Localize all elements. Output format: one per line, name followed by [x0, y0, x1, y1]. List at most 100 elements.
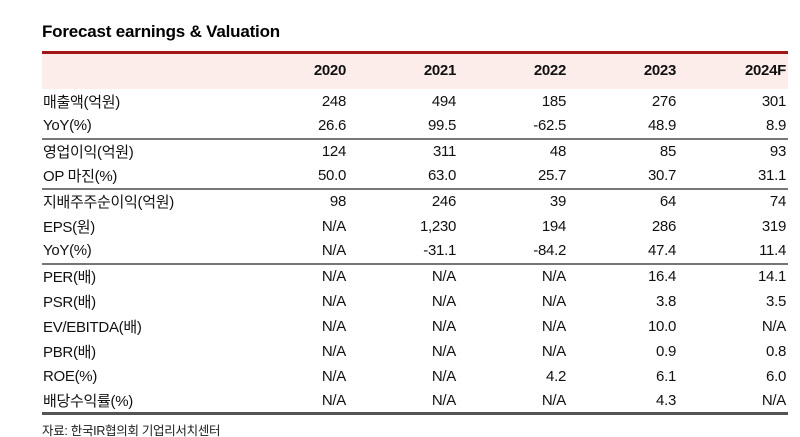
cell: 11.4	[678, 238, 788, 265]
cell: 14.1	[758, 268, 786, 285]
cell: N/A	[761, 317, 786, 335]
table-row: PER(배) N/A N/A N/A 16.4 14.1	[42, 264, 788, 289]
col-header-2020: 2020	[313, 61, 346, 79]
cell: 248	[321, 92, 346, 110]
cell: 31.1	[678, 163, 788, 190]
table-row: YoY(%) N/A -31.1 -84.2 47.4 11.4	[42, 238, 788, 265]
row-label: YoY(%)	[42, 238, 238, 265]
row-label: YoY(%)	[42, 113, 238, 140]
cell: 47.4	[568, 238, 678, 265]
cell: 8.9	[678, 113, 788, 140]
cell: N/A	[458, 388, 568, 415]
cell: 124	[321, 143, 346, 160]
source-note: 자료: 한국IR협의회 기업리서치센터	[42, 424, 221, 437]
cell: 64	[659, 193, 676, 210]
cell: 39	[549, 193, 566, 210]
row-label: 매출액(억원)	[43, 93, 120, 111]
cell: N/A	[321, 342, 346, 360]
cell: 276	[651, 92, 676, 110]
cell: N/A	[238, 238, 348, 265]
col-header-2021: 2021	[423, 61, 456, 79]
cell: N/A	[321, 217, 346, 235]
cell: N/A	[431, 317, 456, 335]
cell: 30.7	[568, 163, 678, 190]
cell: N/A	[541, 342, 566, 360]
cell: 185	[541, 92, 566, 110]
cell: N/A	[678, 388, 788, 415]
table-row: OP 마진(%) 50.0 63.0 25.7 30.7 31.1	[42, 163, 788, 190]
table-row: PBR(배) N/A N/A N/A 0.9 0.8	[42, 339, 788, 364]
cell: 50.0	[238, 163, 348, 190]
cell: 48	[549, 143, 566, 160]
cell: 319	[761, 217, 786, 235]
cell: 194	[541, 217, 566, 235]
cell: -62.5	[458, 113, 568, 140]
row-label: EV/EBITDA(배)	[43, 318, 142, 336]
cell: 286	[651, 217, 676, 235]
row-label: ROE(%)	[43, 367, 98, 385]
col-header-2023: 2023	[643, 61, 676, 79]
cell: N/A	[321, 367, 346, 385]
cell: N/A	[431, 342, 456, 360]
cell: -84.2	[458, 238, 568, 265]
cell: 4.2	[546, 367, 566, 385]
col-header-label	[42, 53, 238, 89]
cell: N/A	[431, 367, 456, 385]
table-row: YoY(%) 26.6 99.5 -62.5 48.9 8.9	[42, 113, 788, 140]
cell: 3.5	[766, 292, 786, 310]
table-row: 지배주주순이익(억원) 98 246 39 64 74	[42, 189, 788, 214]
row-label: PBR(배)	[43, 343, 96, 361]
cell: N/A	[238, 388, 348, 415]
cell: 1,230	[419, 217, 456, 235]
cell: N/A	[321, 317, 346, 335]
row-label: 영업이익(억원)	[43, 144, 134, 161]
cell: -31.1	[348, 238, 458, 265]
cell: 3.8	[656, 292, 676, 310]
cell: 0.9	[656, 342, 676, 360]
cell: 10.0	[648, 317, 676, 335]
cell: 246	[431, 193, 456, 210]
header-row: 2020 2021 2022 2023 2024F	[42, 52, 788, 89]
cell: 93	[769, 143, 786, 160]
cell: N/A	[541, 317, 566, 335]
cell: 0.8	[766, 342, 786, 360]
cell: 494	[431, 92, 456, 110]
table-row: 배당수익률(%) N/A N/A N/A 4.3 N/A	[42, 388, 788, 415]
cell: 6.1	[656, 367, 676, 385]
cell: 99.5	[348, 113, 458, 140]
row-label: PER(배)	[43, 269, 96, 286]
page-title: Forecast earnings & Valuation	[42, 22, 280, 41]
cell: N/A	[541, 268, 566, 285]
cell: 25.7	[458, 163, 568, 190]
col-header-2024f: 2024F	[744, 61, 786, 79]
cell: 63.0	[348, 163, 458, 190]
cell: N/A	[321, 268, 346, 285]
cell: N/A	[431, 268, 456, 285]
cell: 85	[659, 143, 676, 160]
cell: 311	[432, 143, 456, 160]
row-label: 배당수익률(%)	[42, 388, 238, 415]
cell: N/A	[431, 292, 456, 310]
table-row: 매출액(억원) 248 494 185 276 301	[42, 89, 788, 114]
cell: 98	[329, 193, 346, 210]
table-row: EPS(원) N/A 1,230 194 286 319	[42, 214, 788, 239]
col-header-2022: 2022	[533, 61, 566, 79]
forecast-valuation-table: 2020 2021 2022 2023 2024F 매출액(억원) 248 49…	[42, 51, 788, 415]
cell: N/A	[541, 292, 566, 310]
cell: 16.4	[648, 268, 676, 285]
cell: N/A	[321, 292, 346, 310]
cell: 4.3	[568, 388, 678, 415]
cell: 74	[769, 193, 786, 210]
row-label: EPS(원)	[43, 218, 96, 236]
row-label: 지배주주순이익(억원)	[43, 194, 174, 211]
cell: 6.0	[766, 367, 786, 385]
table-row: ROE(%) N/A N/A 4.2 6.1 6.0	[42, 364, 788, 389]
row-label: PSR(배)	[43, 293, 96, 311]
table-row: PSR(배) N/A N/A N/A 3.8 3.5	[42, 289, 788, 314]
table-row: 영업이익(억원) 124 311 48 85 93	[42, 139, 788, 164]
cell: 26.6	[238, 113, 348, 140]
row-label: OP 마진(%)	[42, 163, 238, 190]
cell: 48.9	[568, 113, 678, 140]
cell: 301	[761, 92, 786, 110]
